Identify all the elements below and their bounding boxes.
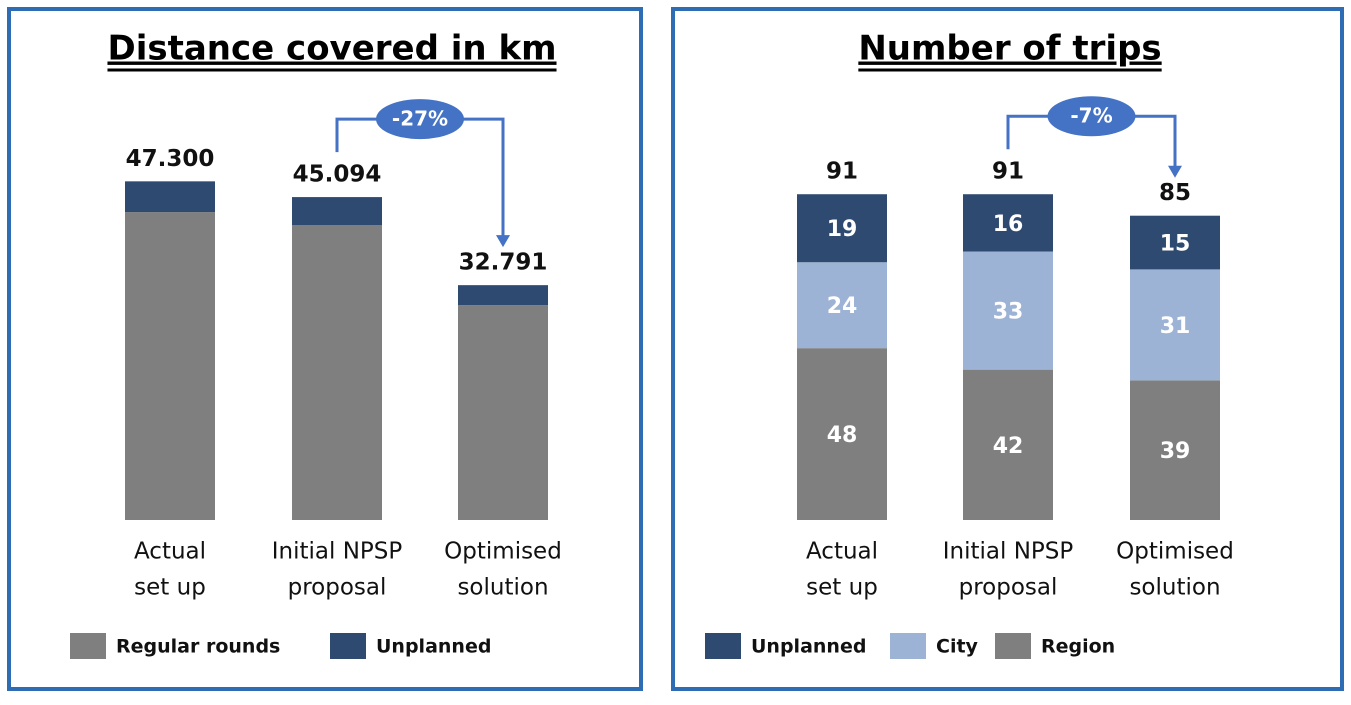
bar-segment: [292, 197, 382, 226]
total-label: 45.094: [293, 162, 382, 188]
legend-label: Unplanned: [751, 636, 866, 658]
bar-segment: [1130, 215, 1220, 270]
chart-title: Distance covered in km: [107, 29, 556, 69]
segment-label: 42: [993, 434, 1024, 459]
segment-label: 33: [993, 300, 1024, 325]
segment-label: 48: [827, 423, 858, 448]
bar-segment: [458, 305, 548, 520]
bar-segment: [963, 194, 1053, 252]
segment-label: 16: [993, 212, 1024, 237]
bar-segment: [125, 212, 215, 520]
bar-segment: [963, 369, 1053, 520]
annotation: -27%: [392, 107, 448, 131]
bar-segment: [125, 181, 215, 213]
bar-segment: [963, 251, 1053, 370]
segment-label: 39: [1160, 439, 1191, 464]
total-label: 91: [992, 159, 1024, 185]
x-tick-label: set up: [134, 575, 206, 601]
annotation-bubble: [1047, 96, 1136, 137]
legend-swatch: [70, 633, 106, 659]
x-tick-label: set up: [806, 575, 878, 601]
arrow-head: [1168, 165, 1182, 178]
legend-label: Region: [1041, 636, 1115, 658]
legend-swatch: [705, 633, 741, 659]
x-tick-label: Actual: [134, 539, 206, 565]
legend-label: City: [936, 636, 979, 658]
legend-label: Unplanned: [376, 636, 491, 658]
x-tick-label: Optimised: [444, 539, 562, 565]
segment-label: 31: [1160, 314, 1191, 339]
segment-label: 15: [1160, 232, 1191, 257]
x-tick-label: Actual: [806, 539, 878, 565]
bar-segment: [292, 225, 382, 520]
legend-swatch: [330, 633, 366, 659]
x-tick-label: solution: [457, 575, 548, 601]
arrow-head: [496, 235, 510, 248]
x-tick-label: Initial NPSP: [943, 539, 1074, 565]
x-tick-label: solution: [1129, 575, 1220, 601]
bar-segment: [1130, 269, 1220, 381]
annotation: -7%: [1070, 104, 1112, 128]
segment-label: 19: [827, 217, 858, 242]
legend-label: Regular rounds: [116, 636, 280, 658]
x-tick-label: Optimised: [1116, 539, 1234, 565]
bar-segment: [458, 285, 548, 306]
x-tick-label: proposal: [288, 575, 387, 601]
total-label: 85: [1159, 180, 1191, 206]
bar-segment: [1130, 380, 1220, 520]
annotation-bubble: [376, 99, 464, 140]
x-tick-label: proposal: [959, 575, 1058, 601]
total-label: 47.300: [126, 146, 215, 172]
legend-swatch: [890, 633, 926, 659]
x-tick-label: Initial NPSP: [272, 539, 403, 565]
segment-label: 24: [827, 294, 858, 319]
chart-title: Number of trips: [858, 29, 1161, 69]
bar-segment: [797, 348, 887, 520]
legend-swatch: [995, 633, 1031, 659]
bar-segment: [797, 262, 887, 349]
total-label: 32.791: [459, 250, 548, 276]
total-label: 91: [826, 159, 858, 185]
bar-segment: [797, 194, 887, 263]
